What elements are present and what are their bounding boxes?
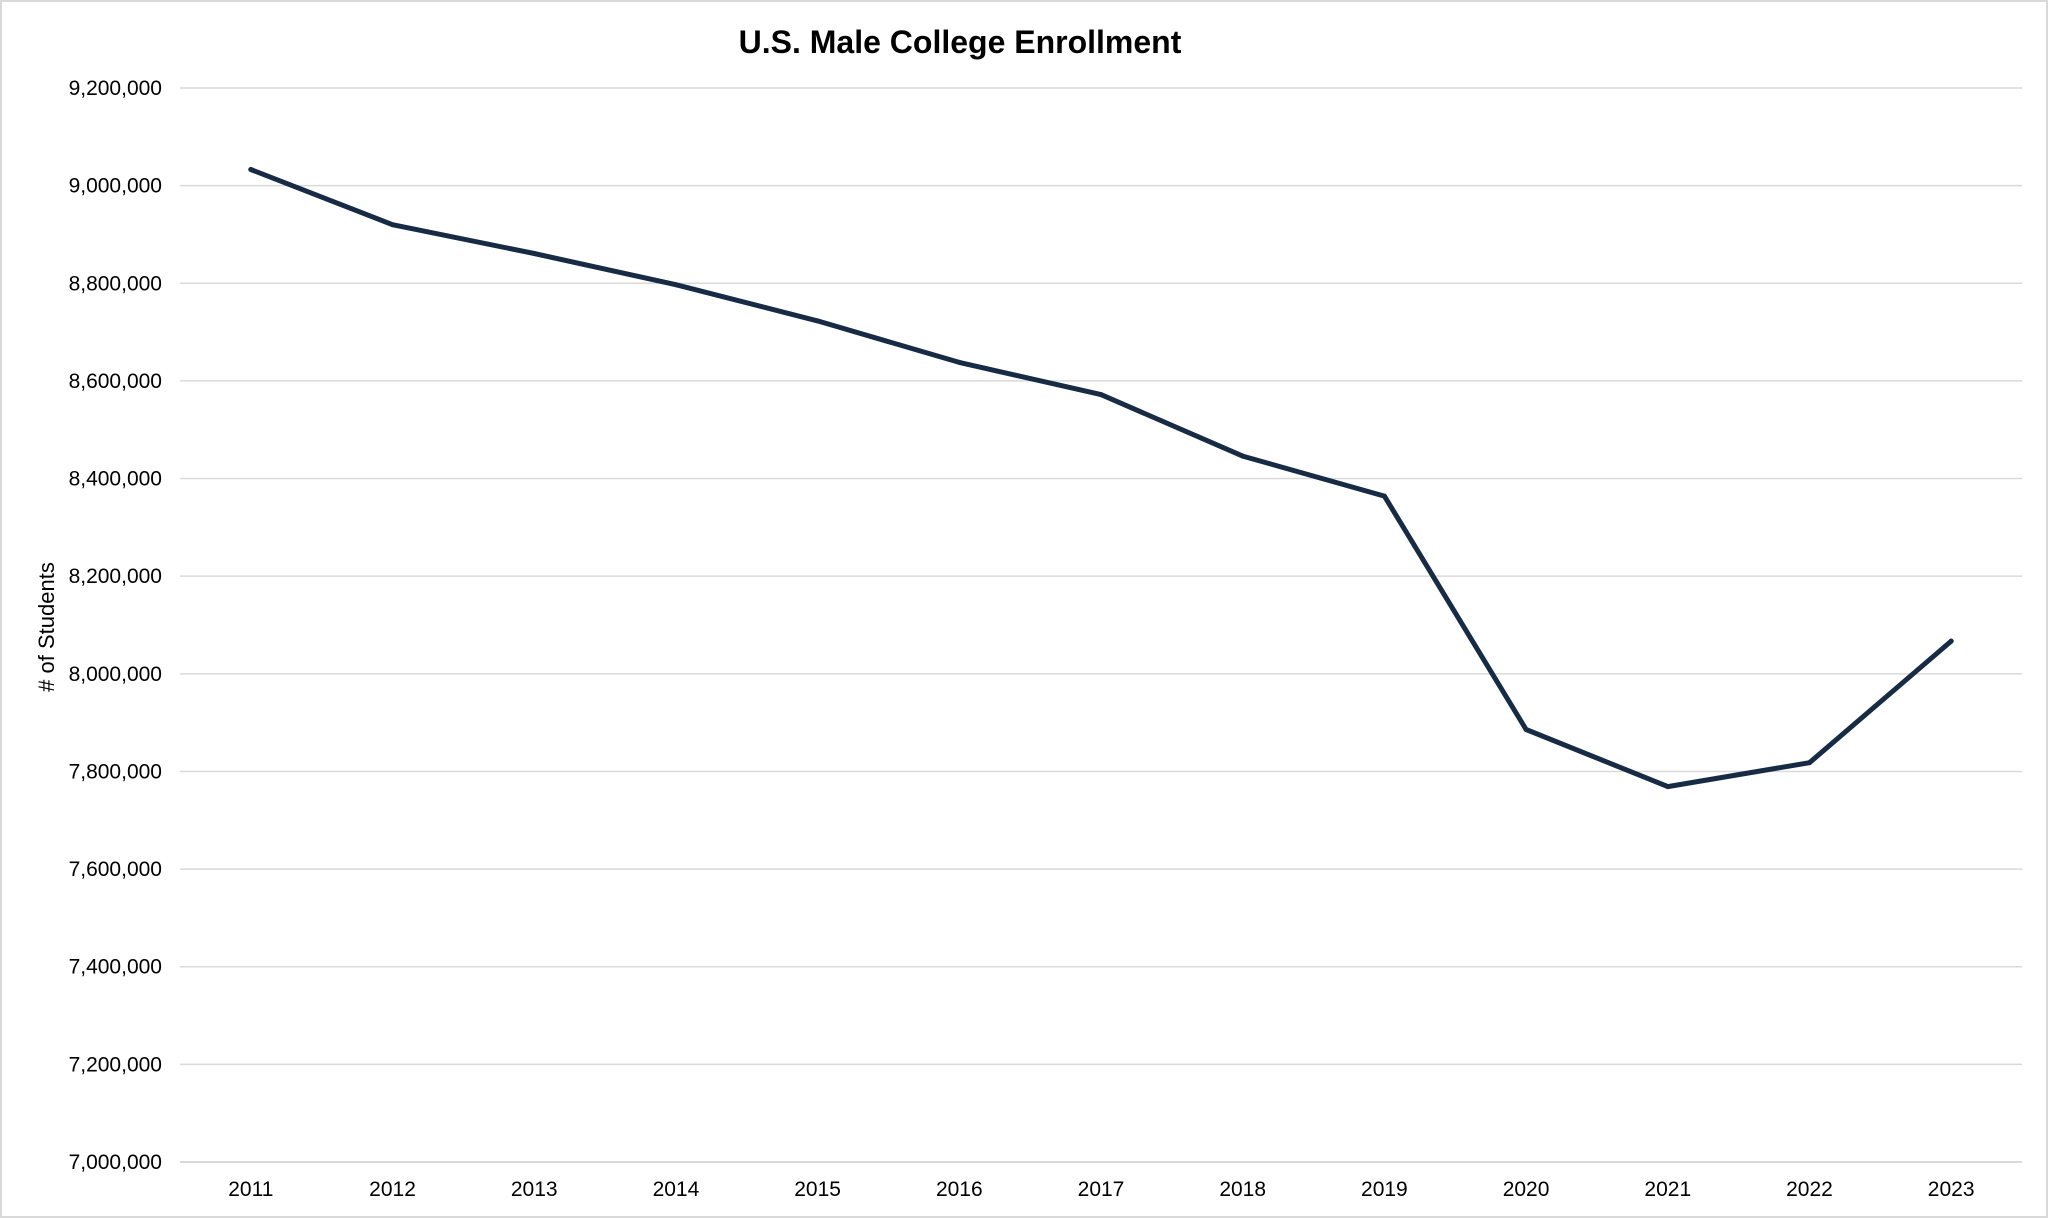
y-tick-label: 8,600,000 [69, 370, 162, 393]
y-tick-label: 9,200,000 [69, 77, 162, 100]
y-tick-label: 8,200,000 [69, 565, 162, 588]
x-tick-label: 2017 [1078, 1178, 1125, 1201]
series-layer [248, 167, 1954, 790]
y-tick-label: 8,400,000 [69, 468, 162, 491]
data-point [1240, 453, 1246, 459]
chart-title: U.S. Male College Enrollment [738, 24, 1182, 60]
data-point [390, 222, 396, 228]
x-tick-label: 2013 [511, 1178, 558, 1201]
data-point [1665, 784, 1671, 790]
data-point [673, 282, 679, 288]
x-tick-label: 2011 [228, 1178, 273, 1201]
y-tick-label: 7,800,000 [69, 760, 162, 783]
data-point [1948, 638, 1954, 644]
y-tick-label: 9,000,000 [69, 175, 162, 198]
x-tick-label: 2015 [794, 1178, 841, 1201]
x-tick-label: 2019 [1361, 1178, 1408, 1201]
x-tick-label: 2020 [1503, 1178, 1550, 1201]
y-tick-label: 8,000,000 [69, 663, 162, 686]
y-tick-label: 7,000,000 [69, 1151, 162, 1174]
data-point [1381, 493, 1387, 499]
y-tick-label: 7,600,000 [69, 858, 162, 881]
data-point [1098, 392, 1104, 398]
data-point [248, 167, 254, 173]
y-tick-label: 7,400,000 [69, 956, 162, 979]
data-point [1806, 760, 1812, 766]
x-tick-label: 2016 [936, 1178, 983, 1201]
x-tick-label: 2014 [653, 1178, 700, 1201]
y-tick-label: 8,800,000 [69, 272, 162, 295]
y-axis-ticks: 7,000,000 7,200,000 7,400,000 7,600,000 7,80… [69, 77, 162, 1174]
x-tick-label: 2012 [369, 1178, 416, 1201]
x-tick-label: 2022 [1786, 1178, 1833, 1201]
x-tick-label: 2021 [1644, 1178, 1691, 1201]
data-point [815, 318, 821, 324]
y-axis-label: # of Students [34, 562, 59, 692]
data-point [1523, 726, 1529, 732]
x-axis-ticks: 2011 2012 2013 2014 2015 2016 2017 2018 2019 2020… [228, 1178, 1974, 1201]
data-point [531, 250, 537, 256]
x-tick-label: 2023 [1928, 1178, 1975, 1201]
y-tick-label: 7,200,000 [69, 1053, 162, 1076]
gridlines [180, 87, 2022, 1163]
data-point [956, 359, 962, 365]
x-tick-label: 2018 [1219, 1178, 1266, 1201]
